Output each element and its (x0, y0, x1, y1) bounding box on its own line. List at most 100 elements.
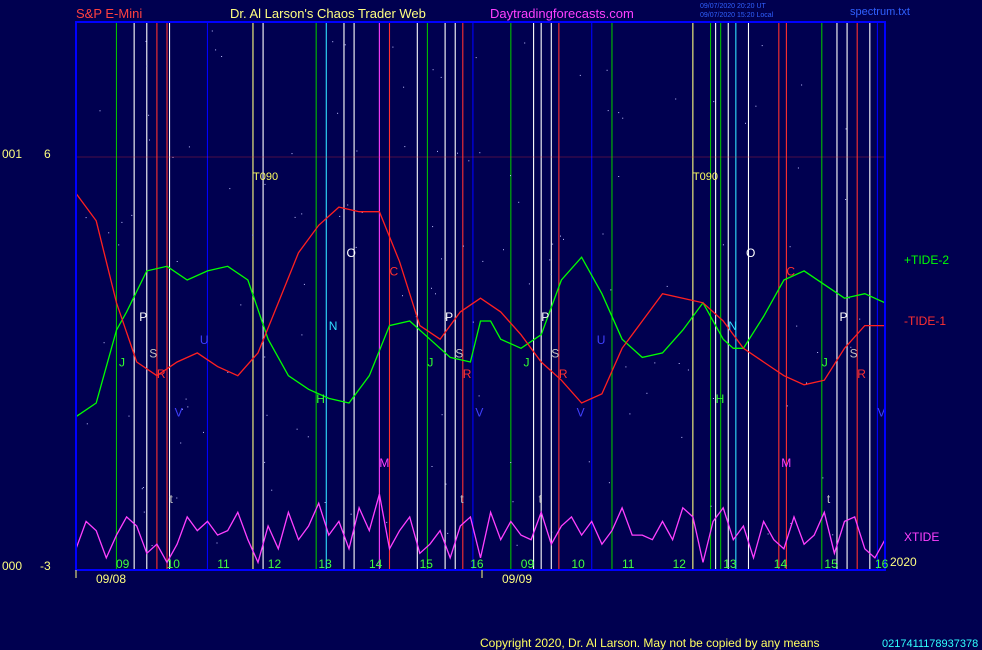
star-dot (188, 146, 190, 148)
event-lines (115, 22, 878, 570)
star-dot (441, 414, 443, 416)
marker-c-12: C (390, 264, 399, 278)
star-dot (337, 112, 339, 114)
star-dot (361, 212, 363, 213)
series-tide-1 (75, 193, 885, 404)
star-dot (131, 214, 133, 216)
star-dot (350, 513, 352, 515)
marker-p-20: P (541, 310, 549, 324)
star-dot (149, 139, 150, 141)
star-dot (415, 316, 417, 318)
star-dot (801, 84, 803, 86)
star-dot (482, 260, 484, 262)
star-dot (848, 297, 850, 299)
star-dot (203, 431, 204, 433)
star-dot (710, 505, 712, 507)
star-dot (402, 295, 403, 297)
star-dot (549, 259, 551, 261)
star-dot (264, 461, 266, 463)
star-dot (296, 428, 298, 430)
star-dot (518, 201, 520, 203)
hour-label-3: 12 (268, 557, 282, 571)
marker-r-23: R (559, 367, 568, 381)
star-dot (216, 542, 218, 544)
star-dot (790, 523, 792, 524)
star-dot (845, 128, 847, 130)
author-title: Dr. Al Larson's Chaos Trader Web (230, 6, 426, 21)
marker-j-16: J (427, 356, 433, 370)
star-dot (108, 232, 110, 234)
star-dot (622, 117, 624, 119)
star-dot (608, 482, 610, 484)
marker-n-28: N (728, 319, 737, 333)
star-dot (303, 283, 305, 285)
star-dot (445, 317, 447, 319)
star-dot (817, 352, 819, 353)
marker-t-36: t (827, 492, 831, 506)
star-dot (552, 243, 554, 245)
star-dot (146, 65, 148, 67)
star-dot (850, 346, 852, 348)
star-dot (797, 167, 799, 169)
star-dot (221, 56, 223, 57)
star-dot (431, 287, 432, 289)
star-dot (675, 98, 677, 100)
timestamp-local: 09/07/2020 15:20 Local (700, 12, 774, 19)
star-dot (745, 122, 746, 124)
star-dot (478, 395, 480, 397)
star-dot (789, 246, 791, 248)
hour-label-2: 11 (217, 557, 230, 571)
star-dot (142, 487, 144, 488)
star-dot (141, 488, 143, 490)
hour-label-0: 09 (116, 557, 130, 571)
marker-u-6: U (200, 333, 209, 347)
star-dot (172, 156, 174, 158)
marker-o-9: O (347, 246, 356, 260)
market-title: S&P E-Mini (76, 6, 142, 21)
legend-xtide: XTIDE (904, 530, 939, 544)
marker-t090-0: T090 (253, 171, 278, 183)
star-dot (755, 105, 757, 107)
star-dot (229, 188, 231, 190)
marker-p-32: P (840, 310, 848, 324)
star-dot (86, 423, 88, 425)
marker-m-13: M (379, 456, 389, 470)
star-dot (713, 101, 715, 103)
marker-u-24: U (597, 333, 606, 347)
star-dot (151, 545, 153, 547)
hour-label-10: 11 (622, 557, 635, 571)
marker-v-25: V (577, 406, 585, 420)
marker-r-4: R (157, 367, 166, 381)
star-dot (510, 462, 512, 463)
star-dots (85, 30, 861, 547)
star-dot (510, 175, 511, 177)
marker-t-8: t (170, 492, 174, 506)
hour-label-8: 09 (521, 557, 535, 571)
marker-h-11: H (316, 392, 325, 406)
marker-t090-1: T090 (693, 171, 718, 183)
star-dot (344, 44, 346, 46)
star-dot (822, 477, 824, 479)
star-dot (176, 261, 178, 262)
star-dot (403, 86, 405, 88)
star-dot (143, 511, 145, 513)
marker-r-17: R (463, 367, 472, 381)
file-name: spectrum.txt (850, 6, 910, 18)
star-dot (148, 114, 150, 116)
star-dot (654, 362, 656, 364)
hour-label-13: 14 (774, 557, 788, 571)
star-dot (475, 57, 477, 59)
star-dot (606, 69, 608, 71)
star-dot (266, 414, 268, 416)
star-dot (264, 356, 266, 358)
marker-v-37: V (877, 406, 885, 420)
star-dot (324, 502, 326, 503)
star-dot (845, 199, 847, 200)
marker-s-33: S (850, 346, 858, 360)
star-dot (404, 146, 406, 148)
hour-label-15: 16 (875, 557, 889, 571)
star-dot (445, 483, 447, 485)
hour-label-14: 15 (824, 557, 838, 571)
star-dot (479, 152, 481, 154)
